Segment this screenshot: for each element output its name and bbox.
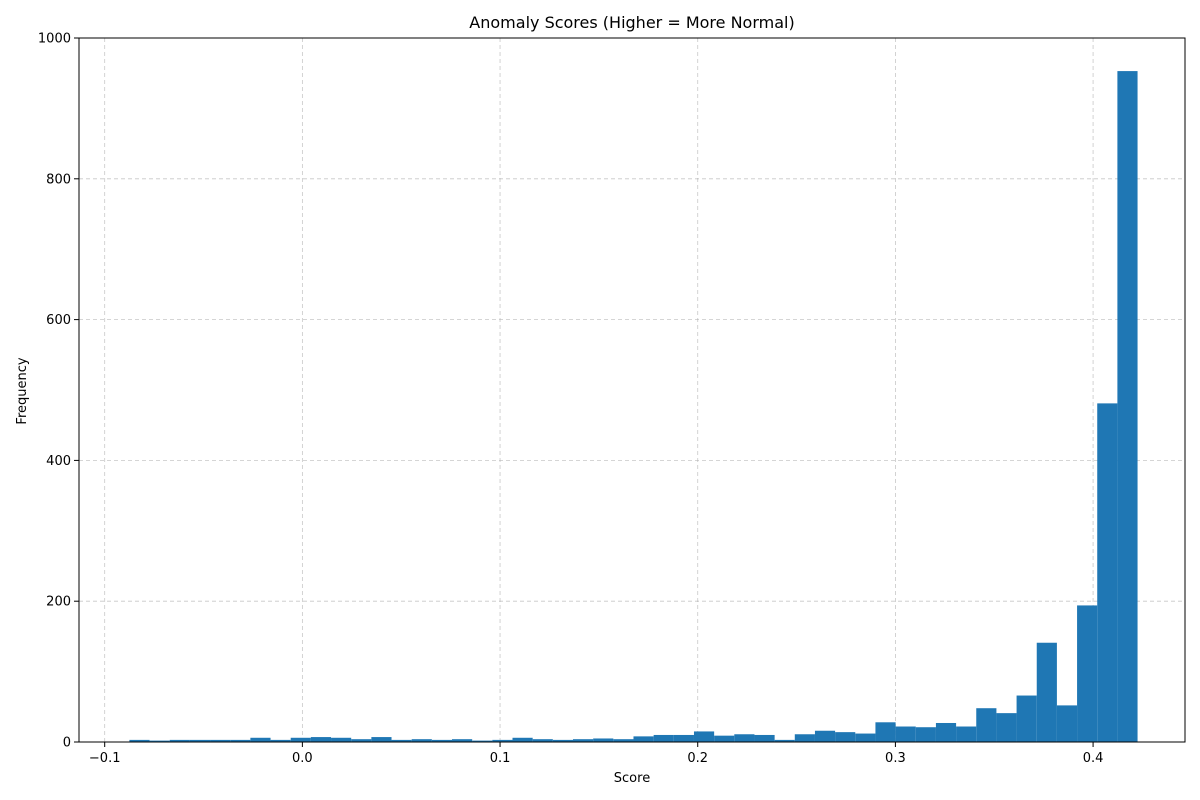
axes-layer: −0.1 0.0 0.1 0.2 0.3 0.4 0 200 400 600 800 1000 [38, 32, 1185, 767]
histogram-bar [795, 734, 815, 742]
histogram-bar [694, 731, 714, 742]
histogram-bar [1057, 705, 1077, 742]
histogram-bar [855, 734, 875, 742]
histogram-bar [291, 738, 311, 742]
y-tick-label: 800 [46, 172, 71, 187]
histogram-bar [1117, 71, 1137, 742]
plot-frame [79, 38, 1185, 742]
histogram-bar [896, 727, 916, 742]
histogram-bar [976, 708, 996, 742]
histogram-bar [633, 736, 653, 742]
x-tick-label: 0.3 [885, 751, 906, 766]
histogram-bar [311, 737, 331, 742]
histogram-bar [654, 735, 674, 742]
y-tick-label: 0 [63, 736, 71, 751]
histogram-bar [1037, 643, 1057, 742]
chart-title: Anomaly Scores (Higher = More Normal) [469, 13, 794, 32]
histogram-bar [956, 727, 976, 742]
x-tick-label: −0.1 [89, 751, 121, 766]
x-axis-label: Score [614, 771, 650, 786]
histogram-bar [250, 738, 270, 742]
y-tick-label: 600 [46, 313, 71, 328]
histogram-bar [734, 734, 754, 742]
histogram-bar [331, 738, 351, 742]
histogram-bar [593, 738, 613, 742]
histogram-bar [916, 727, 936, 742]
y-tick-label: 1000 [38, 32, 71, 47]
histogram-bar [936, 723, 956, 742]
histogram-bar [1017, 696, 1037, 742]
x-tick-label: 0.0 [292, 751, 313, 766]
y-tick-label: 400 [46, 454, 71, 469]
x-tick-label: 0.4 [1083, 751, 1104, 766]
x-tick-label: 0.2 [687, 751, 708, 766]
histogram-bar [996, 713, 1016, 742]
histogram-bar [875, 722, 895, 742]
histogram-bar [1097, 403, 1117, 742]
histogram-bar [1077, 605, 1097, 742]
histogram-bar [754, 735, 774, 742]
histogram-bar [815, 731, 835, 742]
histogram-bar [674, 735, 694, 742]
histogram-bar [714, 736, 734, 742]
histogram-bar [835, 732, 855, 742]
histogram-bar [513, 738, 533, 742]
y-axis-label: Frequency [15, 357, 30, 424]
y-tick-label: 200 [46, 595, 71, 610]
bars-layer [129, 71, 1137, 742]
histogram-bar [371, 737, 391, 742]
x-tick-label: 0.1 [490, 751, 511, 766]
grid-layer [79, 38, 1185, 742]
